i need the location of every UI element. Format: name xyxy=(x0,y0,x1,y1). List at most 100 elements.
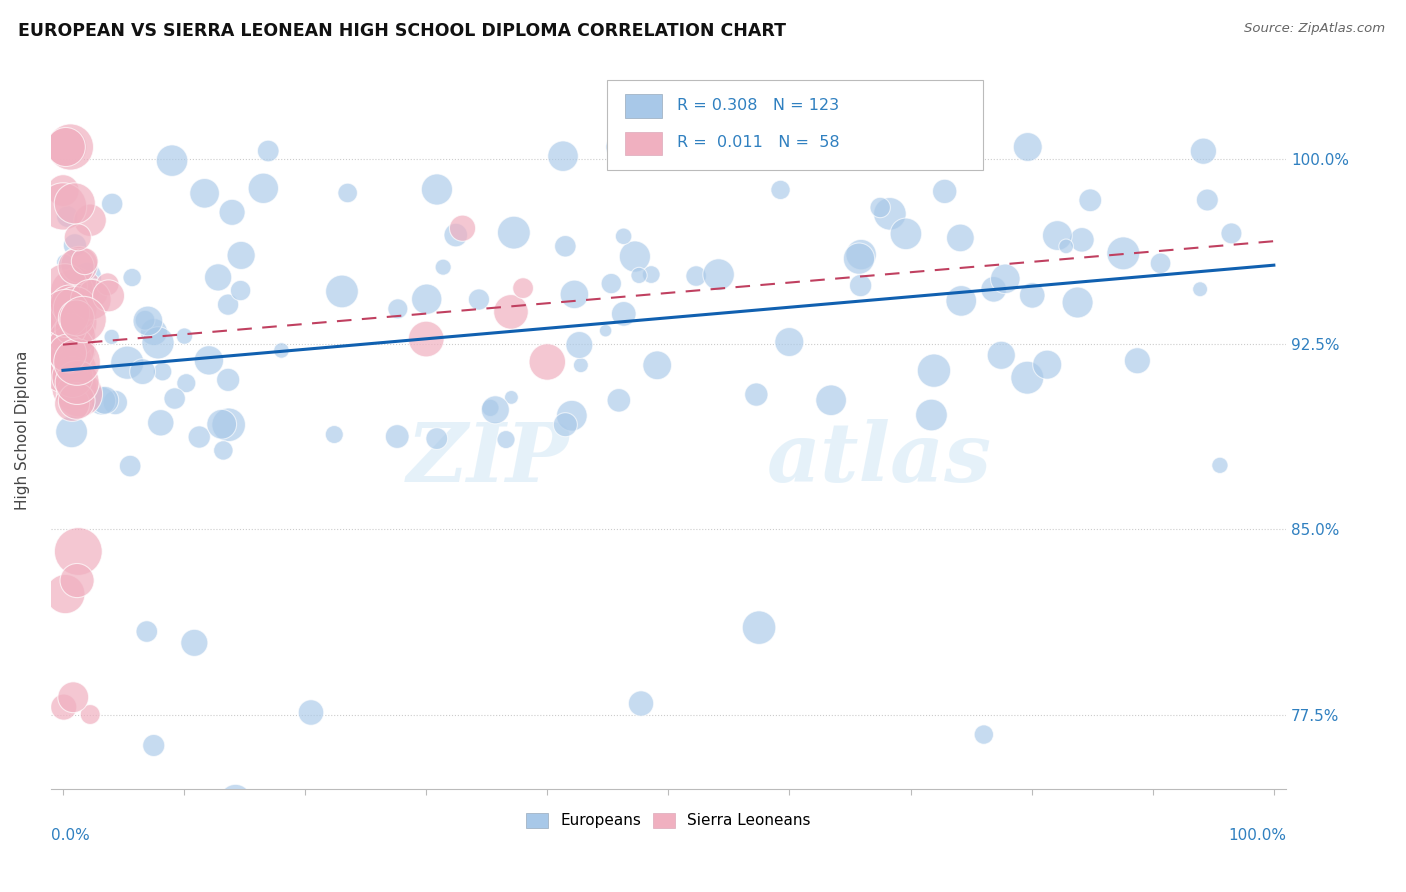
Point xyxy=(707,268,730,282)
Point xyxy=(624,250,647,264)
Point xyxy=(221,205,243,219)
Point xyxy=(211,417,233,432)
Point xyxy=(207,270,229,285)
Point xyxy=(600,277,623,291)
Point xyxy=(59,350,82,364)
Point xyxy=(67,544,90,558)
Point xyxy=(1112,246,1135,260)
Point xyxy=(484,402,506,417)
Point xyxy=(217,373,239,387)
Point xyxy=(55,306,77,320)
Point xyxy=(131,365,153,379)
Point xyxy=(1209,458,1232,473)
Point xyxy=(628,268,651,283)
Point xyxy=(415,332,437,346)
Point xyxy=(173,329,195,343)
Point xyxy=(59,343,82,357)
Point xyxy=(63,381,86,395)
Point xyxy=(149,416,172,430)
Text: atlas: atlas xyxy=(768,419,993,500)
Point xyxy=(879,207,901,221)
Point xyxy=(52,700,75,714)
Point xyxy=(65,273,87,287)
Point xyxy=(994,272,1017,286)
Point xyxy=(59,298,82,312)
Point xyxy=(495,433,517,447)
Point xyxy=(194,186,217,201)
Point xyxy=(426,432,449,446)
Point xyxy=(613,229,636,244)
Point xyxy=(52,184,75,198)
Point xyxy=(748,621,770,635)
Point xyxy=(73,254,96,268)
Point xyxy=(142,739,165,753)
Point xyxy=(426,182,449,196)
Point xyxy=(1192,145,1215,159)
Point xyxy=(146,335,169,350)
Point xyxy=(55,360,77,375)
Point xyxy=(134,313,156,327)
Point xyxy=(212,443,235,458)
Point xyxy=(59,357,82,371)
Point xyxy=(536,355,558,369)
Point xyxy=(53,331,76,345)
Point xyxy=(62,315,84,329)
Point xyxy=(65,260,87,274)
Point xyxy=(934,185,956,199)
Point xyxy=(62,329,84,343)
Point xyxy=(1149,256,1171,270)
Point xyxy=(225,793,247,807)
Point xyxy=(1046,228,1069,243)
Point xyxy=(745,387,768,401)
Point xyxy=(685,268,707,283)
Point xyxy=(65,310,87,325)
Text: R = 0.308   N = 123: R = 0.308 N = 123 xyxy=(678,98,839,112)
Point xyxy=(1070,233,1092,247)
Point xyxy=(257,144,280,158)
Point xyxy=(769,183,792,197)
Point xyxy=(52,199,75,213)
Point xyxy=(63,238,86,252)
Point xyxy=(1078,194,1101,208)
Point xyxy=(66,574,89,588)
Point xyxy=(1036,358,1059,372)
Point xyxy=(336,186,359,200)
Point xyxy=(911,140,934,154)
Point xyxy=(323,427,346,442)
Point xyxy=(607,393,630,408)
Text: 100.0%: 100.0% xyxy=(1227,828,1286,843)
Point xyxy=(60,397,83,411)
Point xyxy=(252,181,274,195)
Point xyxy=(387,301,409,316)
Point xyxy=(330,285,353,299)
Point xyxy=(1189,282,1212,296)
Point xyxy=(80,293,103,307)
Point xyxy=(630,697,652,711)
Point xyxy=(949,231,972,245)
Point xyxy=(69,387,91,401)
Point xyxy=(55,310,77,325)
Point xyxy=(55,140,77,154)
Point xyxy=(1054,239,1077,253)
Point xyxy=(787,146,810,161)
Point xyxy=(66,230,89,244)
Point xyxy=(120,459,142,474)
Point xyxy=(848,252,870,266)
Point xyxy=(983,282,1005,296)
Point xyxy=(53,362,76,376)
Point xyxy=(778,334,800,349)
Point xyxy=(973,728,995,742)
Point xyxy=(198,353,221,368)
Text: Source: ZipAtlas.com: Source: ZipAtlas.com xyxy=(1244,22,1385,36)
Point xyxy=(59,140,82,154)
Point xyxy=(920,408,942,422)
Text: EUROPEAN VS SIERRA LEONEAN HIGH SCHOOL DIPLOMA CORRELATION CHART: EUROPEAN VS SIERRA LEONEAN HIGH SCHOOL D… xyxy=(18,22,786,40)
Point xyxy=(218,417,240,432)
Point xyxy=(66,393,89,408)
Point xyxy=(160,153,183,168)
FancyBboxPatch shape xyxy=(626,95,662,118)
Point xyxy=(416,292,439,306)
Point xyxy=(188,430,211,444)
Point xyxy=(640,268,662,282)
Point xyxy=(67,258,90,272)
